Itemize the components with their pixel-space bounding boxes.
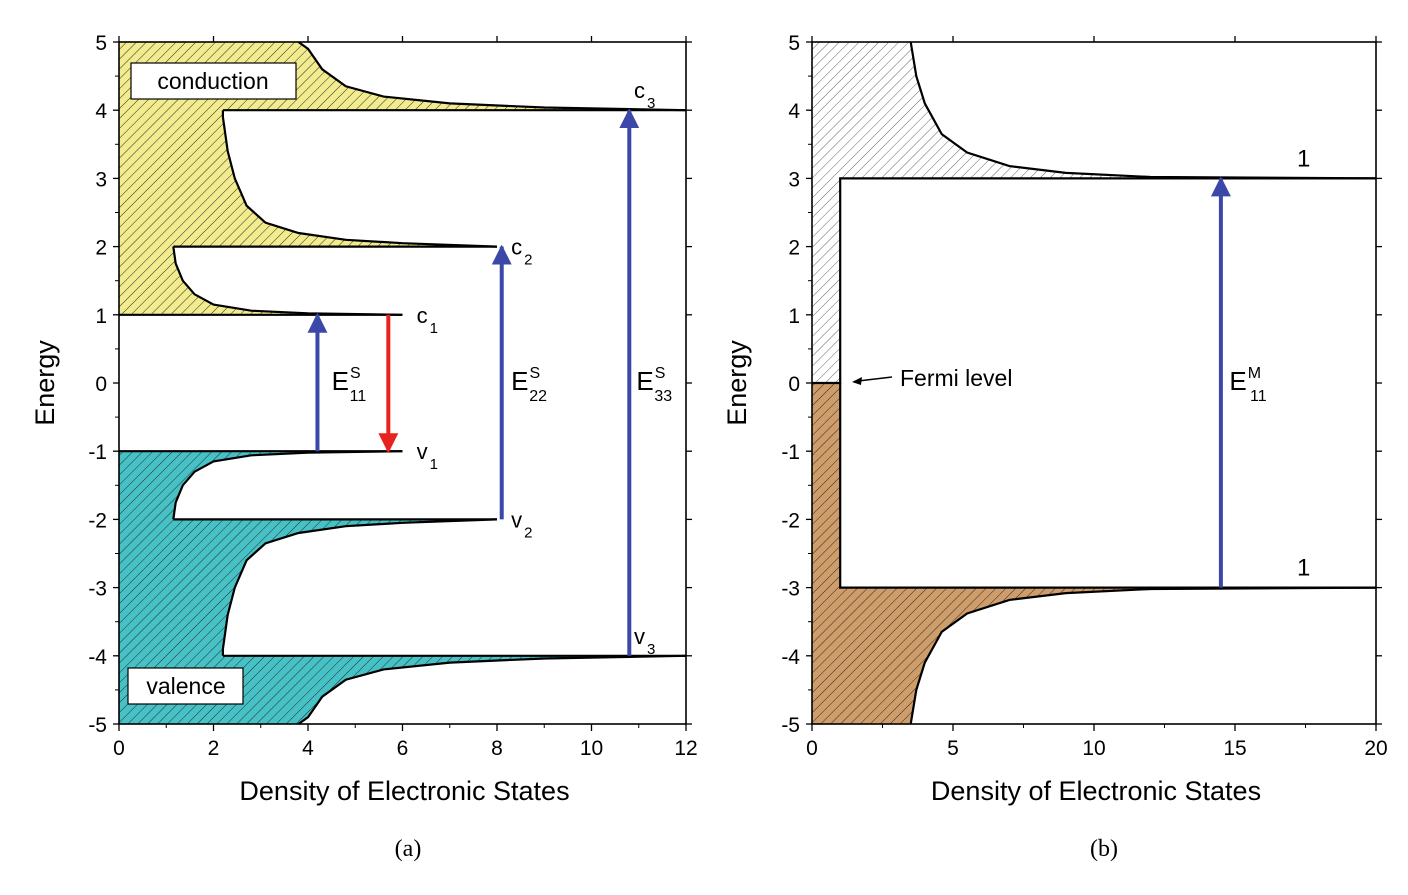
transition-superscript: S: [655, 365, 666, 382]
conduction-dos-curve: [297, 41, 687, 112]
x-axis-title: Density of Electronic States: [239, 776, 569, 806]
valence-label-box: [127, 667, 244, 705]
transition-subscript: 11: [350, 388, 367, 405]
transition-label-em11: EM 11: [1229, 365, 1266, 405]
y-tick-label: -2: [88, 509, 107, 532]
y-tick-label: -3: [88, 578, 107, 601]
fermi-level-label: Fermi level: [900, 365, 1012, 391]
level-label: c3: [634, 78, 655, 112]
x-tick-label: 10: [1082, 737, 1105, 760]
y-tick-label: -4: [781, 646, 800, 669]
level-label: 1: [1297, 555, 1310, 582]
y-tick-label: -3: [781, 578, 800, 601]
metal-conduction-hatch: [812, 42, 1376, 383]
level-letter: v: [417, 439, 428, 464]
y-tick-label: 4: [95, 100, 107, 123]
level-letter: v: [511, 507, 522, 532]
x-tick-label: 4: [302, 737, 314, 760]
valence-dos-curve: [221, 518, 498, 656]
level-subscript: 1: [430, 320, 438, 337]
conduction-label-box: [130, 62, 297, 100]
metal-lower-edge: [839, 383, 1376, 589]
transition-symbol: E: [511, 366, 528, 396]
x-tick-label: 5: [947, 737, 959, 760]
metal-conduction-dos-curve: [909, 41, 1377, 180]
fermi-level-pointer: [857, 376, 893, 382]
valence-dos-curve: [172, 450, 403, 520]
y-axis-title: Energy: [722, 340, 752, 426]
y-tick-label: 2: [788, 237, 800, 260]
y-tick-label: 5: [788, 32, 800, 55]
level-subscript: 1: [430, 456, 438, 473]
y-tick-label: -2: [781, 509, 800, 532]
level-subscript: 3: [647, 641, 655, 658]
level-subscript: 2: [524, 524, 532, 541]
y-tick-label: -4: [88, 646, 107, 669]
y-tick-label: 3: [95, 168, 107, 191]
x-tick-label: 0: [113, 737, 125, 760]
y-tick-label: 2: [95, 237, 107, 260]
conduction-label: conduction: [157, 68, 268, 94]
y-axis-title: Energy: [30, 340, 60, 426]
y-tick-label: 1: [788, 305, 800, 328]
level-label: c2: [511, 235, 532, 269]
x-tick-label: 20: [1364, 737, 1387, 760]
y-tick-label: -1: [781, 441, 800, 464]
transition-subscript: 22: [529, 388, 547, 405]
transition-label-e33: ES 33: [636, 365, 672, 405]
metal-valence-hatch: [812, 383, 1376, 724]
level-label: 1: [1297, 145, 1310, 172]
x-tick-label: 2: [208, 737, 220, 760]
level-label: v1: [417, 439, 438, 473]
panel-label-a: (a): [395, 836, 422, 862]
y-tick-label: -5: [781, 714, 800, 737]
x-tick-label: 6: [397, 737, 409, 760]
transition-subscript: 11: [1250, 388, 1267, 405]
valence-dos-curve: [297, 654, 687, 725]
transition-subscript: 33: [654, 388, 672, 405]
conduction-dos-curve: [221, 110, 498, 248]
transition-label-e11: ES 11: [332, 365, 367, 405]
y-tick-label: 1: [95, 305, 107, 328]
transition-superscript: M: [1248, 365, 1261, 382]
level-letter: c: [511, 235, 522, 260]
level-subscript: 3: [647, 95, 655, 112]
level-label: c1: [417, 303, 438, 337]
x-tick-label: 12: [674, 737, 697, 760]
level-label: v3: [634, 624, 655, 658]
y-tick-label: -5: [88, 714, 107, 737]
transition-symbol: E: [1229, 366, 1246, 396]
x-tick-label: 15: [1223, 737, 1246, 760]
x-tick-label: 0: [806, 737, 818, 760]
y-tick-label: 3: [788, 168, 800, 191]
level-letter: v: [634, 624, 645, 649]
x-tick-label: 8: [491, 737, 503, 760]
valence-label: valence: [146, 673, 225, 699]
y-tick-label: 5: [95, 32, 107, 55]
transition-label-e22: ES 22: [511, 365, 547, 405]
level-letter: c: [634, 78, 645, 103]
fermi-level-arrowhead: [852, 377, 862, 385]
panel-label-b: (b): [1090, 836, 1118, 862]
transition-symbol: E: [332, 366, 349, 396]
y-tick-label: 4: [788, 100, 800, 123]
y-tick-label: 0: [95, 373, 107, 396]
conduction-dos-curve: [172, 246, 403, 316]
metal-valence-dos-curve: [909, 586, 1377, 725]
y-tick-label: -1: [88, 441, 107, 464]
level-letter: c: [417, 303, 428, 328]
level-subscript: 2: [524, 252, 532, 269]
y-tick-label: 0: [788, 373, 800, 396]
transition-symbol: E: [636, 366, 653, 396]
level-label: v2: [511, 507, 532, 541]
metal-upper-edge: [812, 177, 1376, 385]
x-axis-title: Density of Electronic States: [931, 776, 1261, 806]
x-tick-label: 10: [580, 737, 603, 760]
transition-superscript: S: [530, 365, 541, 382]
transition-superscript: S: [350, 365, 361, 382]
